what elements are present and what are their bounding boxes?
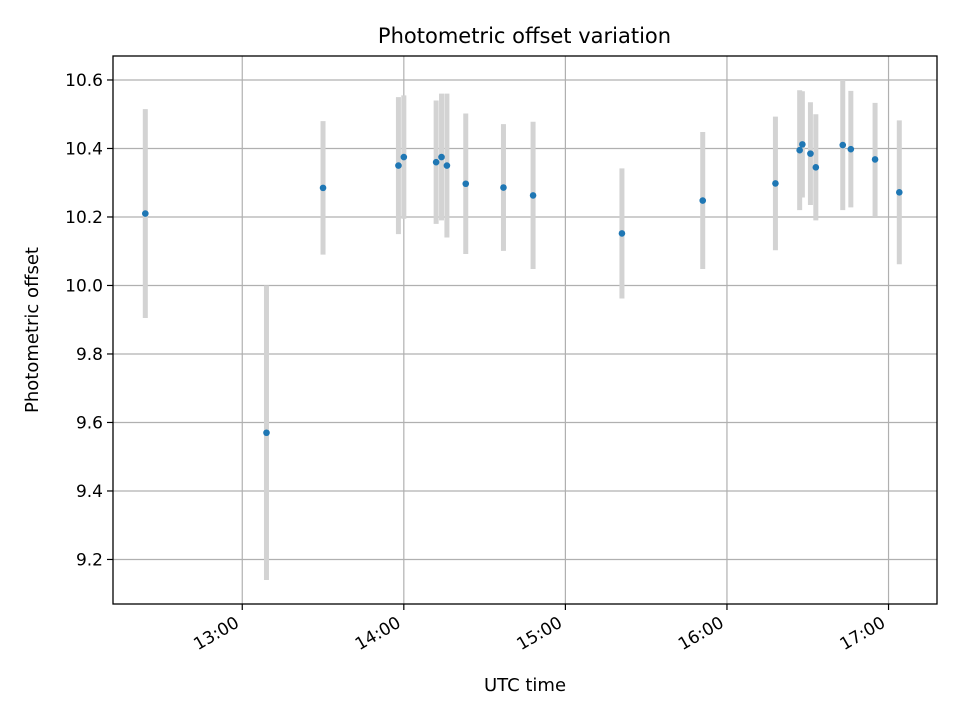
x-axis-title: UTC time xyxy=(484,675,566,696)
data-point xyxy=(438,153,445,161)
data-point xyxy=(699,197,707,204)
data-point xyxy=(142,210,149,217)
data-point xyxy=(400,153,408,161)
data-point xyxy=(799,141,806,148)
y-tick-label: 9.2 xyxy=(76,550,103,570)
data-point xyxy=(500,184,507,191)
plot-frame xyxy=(112,55,938,605)
data-point xyxy=(462,180,470,188)
data-points xyxy=(142,141,903,437)
data-point xyxy=(839,141,847,149)
data-point xyxy=(618,230,626,237)
data-point xyxy=(812,164,820,171)
data-point xyxy=(847,145,855,153)
y-tick-label: 9.4 xyxy=(76,482,103,502)
data-point xyxy=(395,162,402,169)
y-axis-title: Photometric offset xyxy=(22,247,43,413)
grid xyxy=(113,56,937,604)
y-tick-label: 10.0 xyxy=(65,276,103,296)
y-tick-label: 10.2 xyxy=(65,208,103,228)
data-point xyxy=(529,192,537,199)
data-point xyxy=(319,184,327,192)
data-point xyxy=(443,162,451,169)
chart-title: Photometric offset variation xyxy=(378,24,671,48)
data-point xyxy=(432,158,440,166)
data-point xyxy=(807,150,814,157)
data-point xyxy=(896,189,903,196)
y-tick-label: 9.6 xyxy=(76,413,103,433)
y-tick-label: 9.8 xyxy=(76,345,103,365)
y-tick-label: 10.6 xyxy=(65,71,103,91)
y-tick-label: 10.4 xyxy=(65,139,103,159)
data-point xyxy=(871,156,879,163)
data-point xyxy=(796,146,803,154)
data-point xyxy=(263,429,270,437)
y-axis-ticks: 9.2 9.4 9.6 9.8 10.0 10.2 10.4 10.6 xyxy=(65,71,113,570)
data-point xyxy=(772,180,779,187)
